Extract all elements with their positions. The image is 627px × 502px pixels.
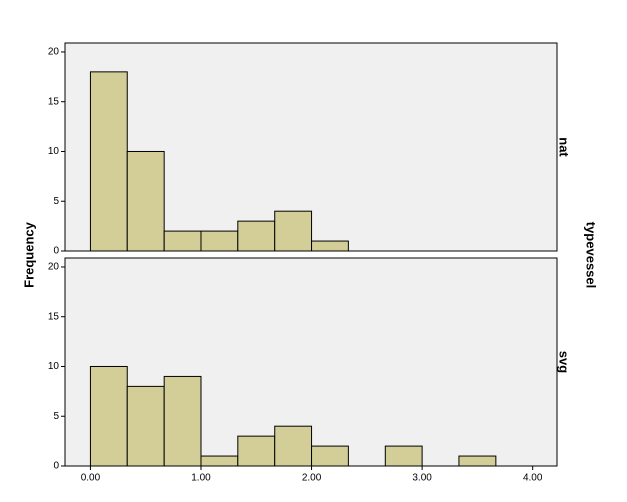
x-tick-label: 0.00 <box>81 473 101 484</box>
bar <box>126 385 165 467</box>
x-tick-label: 4.00 <box>523 473 543 484</box>
bar <box>311 445 349 467</box>
y-tick-label: 20 <box>48 262 60 273</box>
bar <box>163 375 202 467</box>
bar <box>311 240 349 252</box>
bar <box>200 230 239 252</box>
bar <box>384 445 423 467</box>
panel-border <box>64 257 558 467</box>
bar <box>89 365 128 467</box>
bar <box>237 220 276 252</box>
panel-border <box>64 42 558 252</box>
bar <box>458 455 497 467</box>
y-axis-label: Frequency <box>21 221 36 288</box>
panel-title: typevessel <box>584 222 599 289</box>
y-tick-label: 20 <box>48 47 60 58</box>
bar <box>237 435 276 467</box>
y-tick-label: 5 <box>53 411 59 422</box>
y-tick-label: 5 <box>53 196 59 207</box>
panel-label: svg <box>557 351 572 373</box>
x-tick-label: 1.00 <box>191 473 211 484</box>
y-tick-label: 10 <box>48 146 60 157</box>
bar <box>274 210 313 252</box>
bar <box>163 230 202 252</box>
y-tick-label: 0 <box>53 246 59 257</box>
x-tick-label: 2.00 <box>302 473 322 484</box>
panel-label: nat <box>557 137 572 157</box>
y-tick-label: 10 <box>48 361 60 372</box>
y-tick-label: 0 <box>53 461 59 472</box>
x-tick-label: 3.00 <box>412 473 432 484</box>
y-tick-label: 15 <box>48 311 60 322</box>
bar <box>274 425 313 467</box>
bar <box>89 71 128 252</box>
y-tick-label: 15 <box>48 96 60 107</box>
bar <box>200 455 239 467</box>
bar <box>126 150 165 252</box>
